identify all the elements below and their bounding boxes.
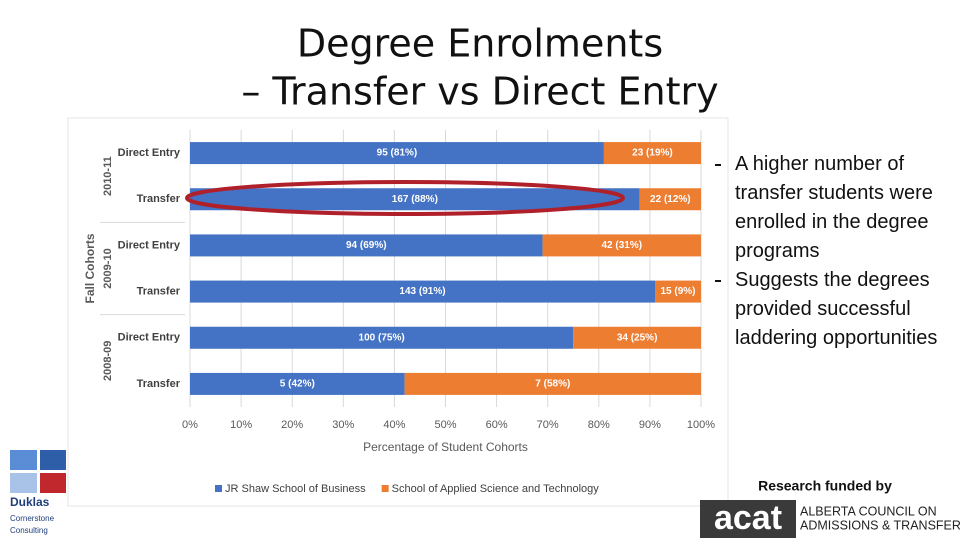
y-tick-label: Transfer [137,285,181,297]
legend-label: School of Applied Science and Technology [392,483,600,495]
bar-segment [603,142,701,165]
value-label: 143 (91%) [399,286,445,297]
value-label: 23 (19%) [632,148,673,159]
logo-mark: acat [714,499,782,537]
y-tick-label: Direct Entry [118,332,181,344]
bar-segment [655,280,701,303]
value-label: 42 (31%) [602,240,643,251]
y-axis-title: Fall Cohorts [83,233,97,303]
x-tick-label: 50% [434,419,456,431]
logo-text: ADMISSIONS & TRANSFER [800,518,960,532]
value-label: 94 (69%) [346,240,387,251]
logo-text: Cornerstone [10,514,55,523]
bar-segment [190,372,405,395]
logo-text: Duklas [10,495,50,509]
legend-swatch [381,485,389,492]
logo-text: ALBERTA COUNCIL ON [800,504,937,518]
x-tick-label: 70% [537,419,559,431]
y-tick-label: Transfer [137,378,181,390]
funding-note: Research funded by [758,478,892,494]
bar-segment [190,188,640,211]
bar-segment [573,326,701,349]
bullet: A higher number of transfer students wer… [712,150,952,266]
bullet-dash [715,280,721,282]
value-label: 100 (75%) [359,332,405,343]
bar-segment [542,234,701,257]
value-label: 7 (58%) [535,379,570,390]
bullet-text: A higher number of transfer students wer… [735,153,933,262]
x-tick-label: 90% [639,419,661,431]
slide-title: – Transfer vs Direct Entry [241,70,718,114]
slide-title: Degree Enrolments [297,22,663,66]
y-tick-label: Direct Entry [118,239,181,251]
bar-segment [190,326,574,349]
x-tick-label: 20% [281,419,303,431]
logo-text: Consulting [10,526,48,535]
bullet-text: Suggests the degrees provided successful… [735,269,938,349]
bullet: Suggests the degrees provided successful… [712,266,952,353]
x-axis-title: Percentage of Student Cohorts [363,440,528,454]
bar-segment [404,372,701,395]
value-label: 22 (12%) [650,194,691,205]
x-tick-label: 100% [687,419,715,431]
x-tick-label: 0% [182,419,198,431]
value-label: 15 (9%) [660,286,695,297]
x-tick-label: 40% [383,419,405,431]
value-label: 34 (25%) [617,332,658,343]
value-label: 95 (81%) [377,148,418,159]
bullet-list: A higher number of transfer students wer… [712,150,952,353]
bar-segment [190,280,656,303]
bar-segment [639,188,701,211]
y-tick-label: Transfer [137,193,181,205]
x-tick-label: 80% [588,419,610,431]
group-label: 2009-10 [102,248,114,288]
value-label: 167 (88%) [392,194,438,205]
value-label: 5 (42%) [280,379,315,390]
chart: 0% 10% 20% 30% 40% 50% 60% 70% 80% 90% 100% Percent… [83,130,715,495]
bar-segment [190,234,543,257]
x-tick-label: 30% [332,419,354,431]
bullet-dash [715,164,721,166]
logo-left: Duklas Cornerstone Consulting [10,450,66,535]
x-tick-label: 60% [486,419,508,431]
y-tick-label: Direct Entry [118,147,181,159]
legend-swatch [215,485,222,492]
highlight-ellipse [185,180,625,216]
bar-segment [190,142,604,165]
group-label: 2010-11 [102,156,114,196]
group-label: 2008-09 [102,341,114,381]
logo-right: acat ALBERTA COUNCIL ON ADMISSIONS & TRA… [700,499,960,538]
legend-label: JR Shaw School of Business [225,483,366,495]
x-tick-label: 10% [230,419,252,431]
